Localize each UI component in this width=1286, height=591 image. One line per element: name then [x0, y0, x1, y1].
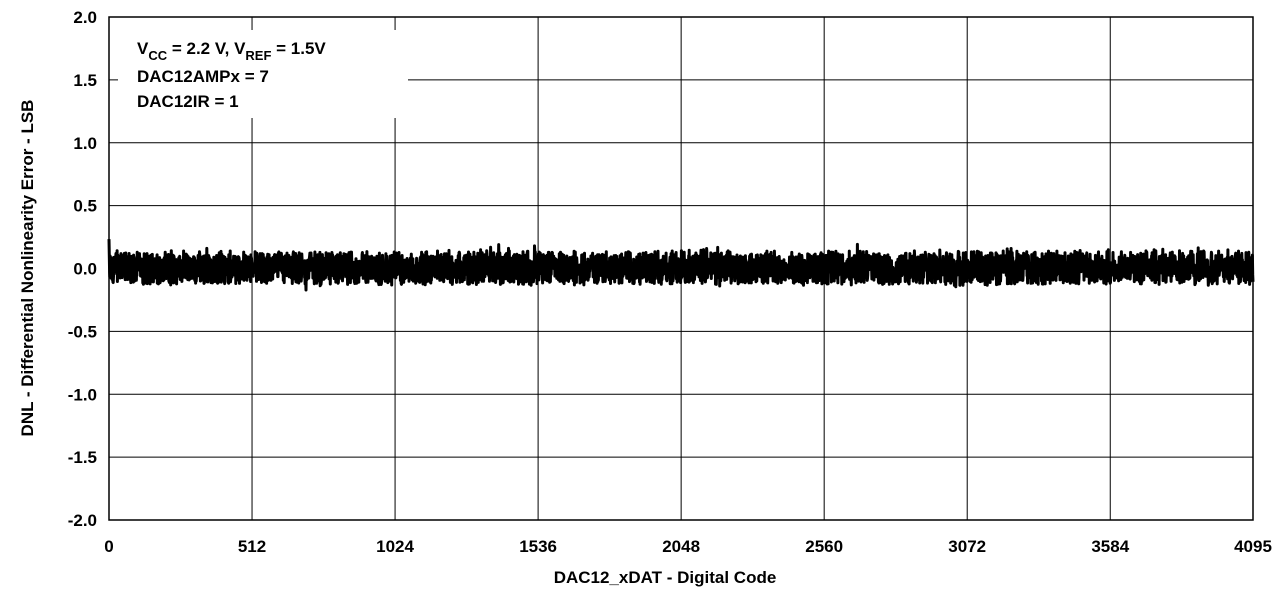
y-tick-label: -1.5	[68, 448, 97, 467]
x-tick-label: 512	[238, 537, 266, 556]
annotation-line-2: DAC12AMPx = 7	[137, 67, 269, 86]
y-tick-label: 1.5	[73, 71, 97, 90]
x-tick-label: 2560	[805, 537, 843, 556]
annotation-line-1: VCC = 2.2 V, VREF = 1.5V	[137, 39, 326, 63]
x-tick-label: 0	[104, 537, 113, 556]
annotation-box: VCC = 2.2 V, VREF = 1.5V DAC12AMPx = 7 D…	[118, 30, 408, 118]
dnl-series-line	[107, 239, 1255, 292]
y-tick-label: 1.0	[73, 134, 97, 153]
annotation-background	[118, 30, 408, 118]
y-axis-ticks: 2.0 1.5 1.0 0.5 0.0 -0.5 -1.0 -1.5 -2.0	[68, 8, 97, 530]
plot-frame	[108, 16, 1254, 521]
y-tick-label: 0.5	[73, 197, 97, 216]
x-tick-label: 4095	[1234, 537, 1272, 556]
x-tick-label: 1536	[519, 537, 557, 556]
y-tick-label: 2.0	[73, 8, 97, 27]
annotation-line-3: DAC12IR = 1	[137, 92, 239, 111]
x-tick-label: 1024	[376, 537, 414, 556]
x-axis-label: DAC12_xDAT - Digital Code	[554, 568, 777, 587]
x-tick-label: 3584	[1091, 537, 1129, 556]
data-series	[107, 239, 1255, 292]
x-tick-label: 3072	[948, 537, 986, 556]
y-tick-label: -0.5	[68, 322, 97, 341]
y-tick-label: 0.0	[73, 260, 97, 279]
y-tick-label: -2.0	[68, 511, 97, 530]
x-axis-ticks: 0 512 1024 1536 2048 2560 3072 3584 4095	[104, 537, 1272, 556]
y-tick-label: -1.0	[68, 385, 97, 404]
x-tick-label: 2048	[662, 537, 700, 556]
y-axis-label: DNL - Differential Nonlinearity Error - …	[18, 100, 37, 437]
